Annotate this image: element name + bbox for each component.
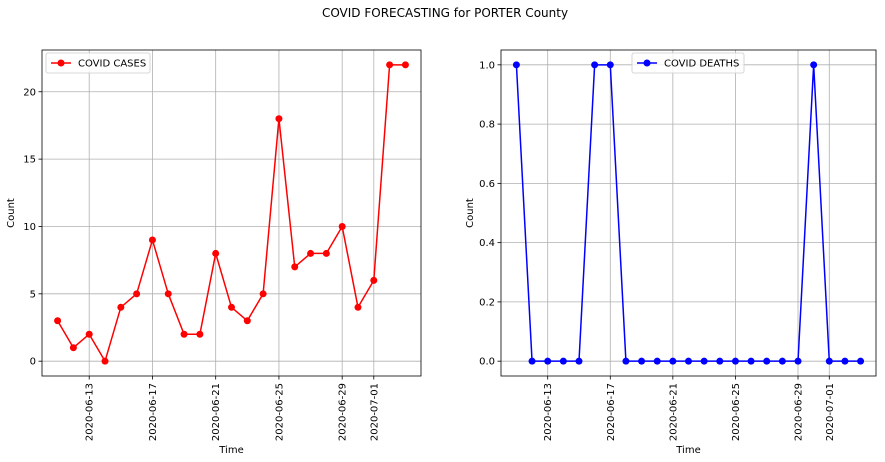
x-tick-label: 2020-06-21 <box>211 383 222 441</box>
series-line <box>56 64 406 362</box>
data-point <box>370 276 378 284</box>
x-tick-label: 2020-06-25 <box>274 383 285 441</box>
data-point <box>591 61 599 69</box>
legend-marker <box>57 59 65 67</box>
data-point <box>275 115 283 123</box>
data-point <box>54 317 62 325</box>
y-tick-label: 20 <box>23 87 36 98</box>
data-point <box>291 263 299 271</box>
legend-box <box>631 52 745 74</box>
y-tick-label: 0.2 <box>479 297 495 308</box>
data-point <box>559 357 567 365</box>
data-point <box>638 357 646 365</box>
axes-frame <box>500 49 877 377</box>
data-point <box>669 357 677 365</box>
axes-frame <box>41 49 422 377</box>
y-tick-label: 0.8 <box>479 120 495 131</box>
y-tick-label: 10 <box>23 222 36 233</box>
data-point <box>528 357 536 365</box>
deaths-chart: 0.0 0.2 0.4 0.6 0.8 1.0 2020-06-13 2020-06-17 20… <box>465 49 877 456</box>
y-tick-label: 5 <box>30 289 36 300</box>
data-point <box>841 357 849 365</box>
legend: COVID CASES <box>45 52 151 74</box>
legend-label: COVID DEATHS <box>664 59 739 70</box>
data-point <box>180 330 188 338</box>
x-tick-label: 2020-06-17 <box>148 383 159 441</box>
legend-marker <box>643 59 651 67</box>
x-tick-label: 2020-06-29 <box>338 383 349 441</box>
data-point <box>794 357 802 365</box>
x-axis-label: Time <box>675 445 700 456</box>
data-point <box>778 357 786 365</box>
legend: COVID DEATHS <box>631 52 745 74</box>
data-point <box>307 249 315 257</box>
y-tick-label: 0.6 <box>479 179 495 190</box>
y-tick-label: 0.0 <box>479 357 495 368</box>
x-tick-label: 2020-07-01 <box>825 383 836 441</box>
x-tick-label: 2020-06-13 <box>543 383 554 441</box>
data-point <box>164 290 172 298</box>
y-tick-label: 0.4 <box>479 238 495 249</box>
x-tick-label: 2020-06-21 <box>668 383 679 441</box>
data-point <box>133 290 141 298</box>
x-axis-label: Time <box>218 445 243 456</box>
y-tick-label: 0 <box>30 357 36 368</box>
x-tick-label: 2020-06-17 <box>606 383 617 441</box>
data-point <box>117 303 125 311</box>
data-point <box>243 317 251 325</box>
data-point <box>69 344 77 352</box>
data-point <box>606 61 614 69</box>
data-point <box>228 303 235 311</box>
x-tick-label: 2020-06-29 <box>794 383 805 441</box>
data-point <box>148 236 156 244</box>
data-point <box>763 357 771 365</box>
data-point <box>512 61 520 69</box>
data-point <box>716 357 724 365</box>
x-tick-label: 2020-06-25 <box>731 383 742 441</box>
data-point <box>338 222 346 230</box>
data-point <box>544 357 552 365</box>
y-tick-label: 1.0 <box>479 60 495 71</box>
data-point <box>386 61 394 69</box>
data-point <box>653 357 661 365</box>
figure-title: COVID FORECASTING for PORTER County <box>322 6 568 20</box>
data-point <box>354 303 362 311</box>
data-point <box>685 357 692 365</box>
data-point <box>700 357 708 365</box>
x-tick-label: 2020-06-13 <box>85 383 96 441</box>
x-tick-label: 2020-07-01 <box>369 383 380 441</box>
y-axis-label: Count <box>6 198 17 228</box>
data-point <box>196 330 204 338</box>
y-axis-label: Count <box>465 198 476 228</box>
data-point <box>85 330 93 338</box>
legend-box <box>45 52 151 74</box>
data-point <box>747 357 755 365</box>
data-point <box>101 357 109 365</box>
y-tick-label: 15 <box>23 155 36 166</box>
data-point <box>401 61 409 69</box>
data-point <box>322 249 330 257</box>
data-point <box>857 357 865 365</box>
data-point <box>575 357 583 365</box>
data-point <box>810 61 818 69</box>
data-point <box>622 357 630 365</box>
cases-chart: 0 5 10 15 20 2020-06-13 2020-06-17 2020-06-21 20… <box>6 49 422 456</box>
data-point <box>259 290 267 298</box>
series-line <box>515 64 861 362</box>
data-point <box>212 249 220 257</box>
data-point <box>825 357 833 365</box>
legend-label: COVID CASES <box>78 59 146 70</box>
data-point <box>731 357 739 365</box>
